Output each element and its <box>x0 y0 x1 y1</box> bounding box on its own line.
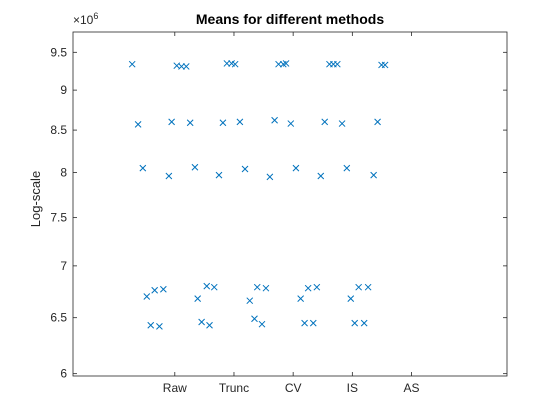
y-multiplier-base: ×10 <box>73 13 94 27</box>
data-point-marker <box>266 173 274 181</box>
data-point-marker <box>297 295 305 302</box>
data-point-marker <box>343 164 351 172</box>
data-point-marker <box>215 171 223 179</box>
data-point-marker <box>321 118 329 126</box>
x-tick-label: Raw <box>163 381 187 395</box>
data-point-marker <box>309 319 317 327</box>
y-tick-label: 6 <box>60 367 67 381</box>
data-point-marker <box>223 60 231 67</box>
data-point-marker <box>364 283 372 291</box>
data-point-marker <box>178 63 185 70</box>
data-point-marker <box>134 121 142 128</box>
x-tick-label: Trunc <box>219 381 249 395</box>
data-point-marker <box>165 172 173 180</box>
data-point-marker <box>253 283 261 291</box>
data-point-marker <box>262 284 270 292</box>
data-point-marker <box>159 285 167 293</box>
x-tick-label: AS <box>404 381 420 395</box>
data-point-marker <box>156 322 163 330</box>
data-point-marker <box>360 319 368 327</box>
data-point-marker <box>236 118 244 126</box>
x-tick-label: IS <box>347 381 358 395</box>
chart-title: Means for different methods <box>196 11 384 27</box>
data-point-marker <box>147 321 155 329</box>
data-point-marker <box>191 163 199 171</box>
data-point-marker <box>203 282 211 290</box>
data-point-marker <box>241 165 249 173</box>
data-point-marker <box>355 283 363 291</box>
y-ticks: 6 6.5 7 7.5 8 8.5 9 9.5 <box>50 45 507 381</box>
x-tick-label: CV <box>285 381 302 395</box>
x-ticks: Raw Trunc CV IS AS <box>163 32 420 395</box>
data-point-marker <box>128 60 136 68</box>
data-point-marker <box>182 63 190 70</box>
svg-text:×106: ×106 <box>73 11 98 27</box>
data-point-marker <box>246 297 254 305</box>
data-point-marker <box>168 118 175 126</box>
y-tick-label: 9.5 <box>50 45 67 59</box>
y-multiplier-exponent: 6 <box>93 11 98 21</box>
data-point-marker <box>151 286 159 294</box>
data-point-marker <box>275 60 282 68</box>
data-point-marker <box>258 320 266 328</box>
y-axis-label: Log-scale <box>28 171 43 227</box>
y-tick-label: 6.5 <box>50 311 67 325</box>
data-point-marker <box>143 293 151 300</box>
data-point-marker <box>139 164 147 172</box>
y-tick-label: 7.5 <box>50 211 67 225</box>
plot-area <box>72 31 508 377</box>
data-point-marker <box>251 315 258 323</box>
data-point-marker <box>304 284 312 292</box>
data-point-marker <box>282 60 290 67</box>
data-point-marker <box>231 60 239 68</box>
data-point-marker <box>206 321 213 329</box>
data-point-marker <box>374 118 381 126</box>
data-point-marker <box>313 283 321 291</box>
y-tick-label: 8.5 <box>50 123 67 137</box>
y-multiplier: ×106 <box>73 11 98 27</box>
data-point-marker <box>198 318 205 326</box>
data-point-marker <box>194 295 202 302</box>
data-point-marker <box>347 295 355 302</box>
data-point-marker <box>381 61 389 69</box>
data-point-marker <box>301 319 308 327</box>
data-point-marker <box>292 164 300 172</box>
data-point-marker <box>287 120 295 127</box>
data-point-marker <box>186 119 194 127</box>
y-tick-label: 7 <box>60 259 67 273</box>
data-point-marker <box>333 60 341 68</box>
y-tick-label: 8 <box>60 165 67 179</box>
data-point-marker <box>317 172 325 180</box>
data-point-marker <box>351 319 359 327</box>
y-tick-label: 9 <box>60 83 67 97</box>
data-points <box>128 60 389 330</box>
data-point-marker <box>271 116 278 124</box>
data-point-marker <box>219 119 227 127</box>
data-point-marker <box>338 120 346 127</box>
data-point-marker <box>370 171 377 179</box>
data-point-marker <box>210 283 218 291</box>
